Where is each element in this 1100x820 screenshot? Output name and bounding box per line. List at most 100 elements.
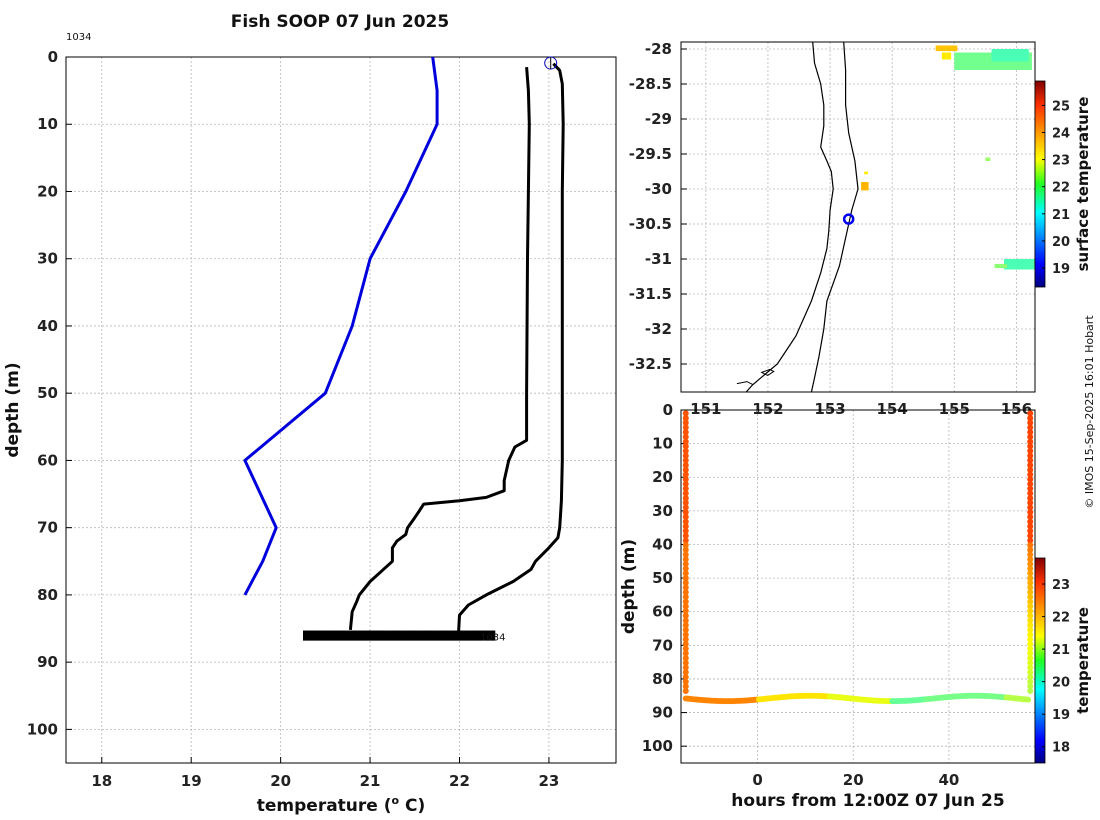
coastline bbox=[745, 42, 834, 392]
sst-colorbar-label: 24 bbox=[1052, 127, 1070, 142]
ts-sample-point bbox=[1027, 655, 1034, 662]
ts-sample-point bbox=[1027, 513, 1034, 520]
temp-colorbar-label: 19 bbox=[1052, 708, 1070, 723]
ts-sample-point bbox=[1027, 640, 1034, 647]
ts-sample-point bbox=[682, 608, 689, 615]
map-lat-label: -28.5 bbox=[629, 75, 672, 93]
ts-sample-point bbox=[682, 546, 689, 553]
x-tick-label: 22 bbox=[449, 772, 470, 790]
ts-sample-point bbox=[682, 523, 689, 530]
page-title: Fish SOOP 07 Jun 2025 bbox=[231, 12, 449, 32]
ts-sample-point bbox=[682, 659, 689, 666]
ts-sample-point bbox=[682, 598, 689, 605]
ts-sample-point bbox=[1027, 617, 1034, 624]
map-clip-group bbox=[736, 42, 1035, 392]
temp-colorbar-label: 23 bbox=[1052, 578, 1070, 593]
y-tick-label: 60 bbox=[37, 451, 58, 469]
ts-sample-point bbox=[1027, 589, 1034, 596]
ts-sample-point bbox=[1027, 608, 1034, 615]
ts-sample-point bbox=[682, 575, 689, 582]
ts-sample-point bbox=[1027, 509, 1034, 516]
ts-sample-point bbox=[682, 419, 689, 426]
ts-sample-point bbox=[1025, 696, 1032, 703]
ts-y-tick-label: 30 bbox=[652, 502, 673, 520]
ts-y-tick-label: 0 bbox=[663, 401, 673, 419]
ts-sample-point bbox=[682, 551, 689, 558]
ts-sample-point bbox=[682, 424, 689, 431]
ts-sample-point bbox=[1027, 499, 1034, 506]
ts-sample-point bbox=[682, 683, 689, 690]
ts-sample-point bbox=[1027, 490, 1034, 497]
ts-sample-point bbox=[682, 622, 689, 629]
temp-colorbar bbox=[1034, 557, 1046, 764]
ts-sample-point bbox=[1027, 452, 1034, 459]
sst-patch bbox=[1003, 259, 1035, 270]
y-tick-label: 80 bbox=[37, 586, 58, 604]
ts-sample-point bbox=[1027, 678, 1034, 685]
ts-sample-point bbox=[682, 626, 689, 633]
ts-sample-point bbox=[682, 495, 689, 502]
sst-colorbar-label: 19 bbox=[1052, 262, 1070, 277]
map-lat-label: -29 bbox=[645, 110, 672, 128]
y-tick-label: 40 bbox=[37, 317, 58, 335]
ts-sample-point bbox=[1027, 551, 1034, 558]
ts-sample-point bbox=[682, 485, 689, 492]
ts-sample-point bbox=[1027, 532, 1034, 539]
ts-sample-point bbox=[682, 589, 689, 596]
ts-sample-point bbox=[682, 640, 689, 647]
map-lon-label: 151 bbox=[690, 400, 721, 418]
y-tick-label: 90 bbox=[37, 653, 58, 671]
sst-patch bbox=[985, 157, 991, 161]
ts-sample-point bbox=[682, 560, 689, 567]
ts-sample-point bbox=[1027, 410, 1034, 417]
ts-sample-point bbox=[682, 443, 689, 450]
map-lon-label: 153 bbox=[814, 400, 845, 418]
x-axis-label: temperature (o C) bbox=[257, 794, 426, 816]
ts-x-axis-label: hours from 12:00Z 07 Jun 25 bbox=[731, 791, 1004, 811]
profile-panel: 18 19 20 21 22 23 0 10 20 30 40 50 60 70 80 90 100 1034 10… bbox=[3, 32, 617, 816]
y-tick-label: 70 bbox=[37, 519, 58, 537]
map-lat-label: -30 bbox=[645, 180, 672, 198]
profile-annotation: 1034 bbox=[66, 32, 91, 43]
temp-colorbar-label: 21 bbox=[1052, 643, 1070, 658]
x-tick-label: 21 bbox=[360, 772, 381, 790]
ts-sample-point bbox=[682, 617, 689, 624]
ts-sample-point bbox=[1027, 593, 1034, 600]
sst-colorbar-label: 22 bbox=[1052, 181, 1070, 196]
ts-sample-point bbox=[682, 518, 689, 525]
ts-sample-point bbox=[1027, 650, 1034, 657]
temp-colorbar-label: 22 bbox=[1052, 611, 1070, 626]
map-lat-label: -29.5 bbox=[629, 145, 672, 163]
ts-sample-point bbox=[1027, 448, 1034, 455]
ts-sample-point bbox=[682, 655, 689, 662]
ts-sample-point bbox=[682, 438, 689, 445]
ts-sample-point bbox=[1027, 631, 1034, 638]
ts-y-axis-label: depth (m) bbox=[619, 539, 639, 634]
ts-sample-point bbox=[1027, 673, 1034, 680]
ts-sample-point bbox=[682, 433, 689, 440]
profile-line-3 bbox=[348, 66, 531, 631]
x-tick-label: 18 bbox=[91, 772, 112, 790]
ts-sample-point bbox=[682, 480, 689, 487]
y-tick-label: 30 bbox=[37, 250, 58, 268]
profile-bottom-band bbox=[302, 630, 496, 641]
ts-sample-point bbox=[682, 471, 689, 478]
estuary-outline bbox=[760, 368, 775, 376]
ts-sample-point bbox=[682, 556, 689, 563]
ts-sample-point bbox=[1027, 556, 1034, 563]
ts-sample-point bbox=[1027, 683, 1034, 690]
map-lat-label: -30.5 bbox=[629, 215, 672, 233]
ts-sample-point bbox=[1027, 415, 1034, 422]
ts-y-tick-label: 50 bbox=[652, 569, 673, 587]
ts-y-tick-label: 80 bbox=[652, 670, 673, 688]
sst-patch bbox=[994, 263, 1008, 269]
sst-colorbar-label: 25 bbox=[1052, 99, 1070, 114]
temp-colorbar-title: temperature bbox=[1074, 607, 1092, 714]
ts-sample-point bbox=[682, 669, 689, 676]
ts-sample-point bbox=[1027, 575, 1034, 582]
ts-sample-point bbox=[682, 528, 689, 535]
sst-colorbar-label: 23 bbox=[1052, 154, 1070, 169]
ts-sample-point bbox=[682, 631, 689, 638]
ts-sample-point bbox=[1027, 664, 1034, 671]
